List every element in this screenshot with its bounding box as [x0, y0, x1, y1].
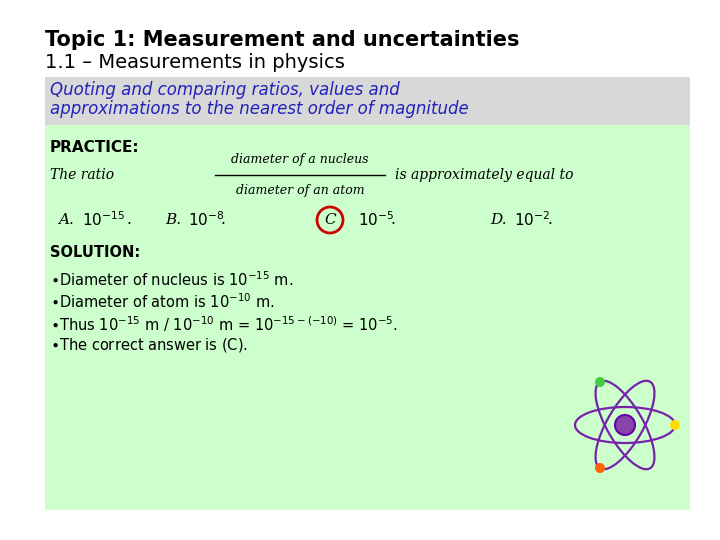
Text: Quoting and comparing ratios, values and: Quoting and comparing ratios, values and [50, 81, 400, 99]
Text: .: . [220, 212, 225, 226]
Text: Topic 1: Measurement and uncertainties: Topic 1: Measurement and uncertainties [45, 30, 520, 50]
Text: .: . [547, 212, 552, 226]
Text: diameter of an atom: diameter of an atom [235, 184, 364, 197]
Text: B.: B. [165, 213, 181, 227]
Circle shape [670, 420, 680, 430]
Circle shape [595, 463, 605, 473]
Text: is approximately equal to: is approximately equal to [395, 168, 574, 182]
Text: $\bullet$Diameter of nucleus is $10^{-15}$ m.: $\bullet$Diameter of nucleus is $10^{-15… [50, 270, 293, 289]
Text: $\bullet$Thus $10^{-15}$ m / $10^{-10}$ m = $10^{-15-(-10)}$ = $10^{-5}$.: $\bullet$Thus $10^{-15}$ m / $10^{-10}$ … [50, 314, 398, 334]
Text: $10^{-2}$: $10^{-2}$ [514, 211, 550, 229]
Circle shape [615, 415, 635, 435]
Text: D.: D. [490, 213, 507, 227]
Text: $10^{-8}$: $10^{-8}$ [188, 211, 225, 229]
Text: The ratio: The ratio [50, 168, 114, 182]
FancyBboxPatch shape [45, 125, 690, 510]
Circle shape [595, 377, 605, 387]
Text: .: . [126, 212, 131, 226]
Text: A.: A. [58, 213, 74, 227]
Text: .: . [390, 212, 395, 226]
Text: approximations to the nearest order of magnitude: approximations to the nearest order of m… [50, 100, 469, 118]
Text: $\bullet$Diameter of atom is $10^{-10}$ m.: $\bullet$Diameter of atom is $10^{-10}$ … [50, 292, 274, 310]
Text: SOLUTION:: SOLUTION: [50, 245, 140, 260]
Text: PRACTICE:: PRACTICE: [50, 140, 140, 155]
Text: $10^{-5}$: $10^{-5}$ [358, 211, 395, 229]
Text: diameter of a nucleus: diameter of a nucleus [231, 153, 369, 166]
Text: 1.1 – Measurements in physics: 1.1 – Measurements in physics [45, 53, 345, 72]
Text: $\bullet$The correct answer is (C).: $\bullet$The correct answer is (C). [50, 336, 248, 354]
FancyBboxPatch shape [45, 77, 690, 125]
Text: C: C [324, 213, 336, 227]
Text: $10^{-15}$: $10^{-15}$ [82, 211, 125, 229]
